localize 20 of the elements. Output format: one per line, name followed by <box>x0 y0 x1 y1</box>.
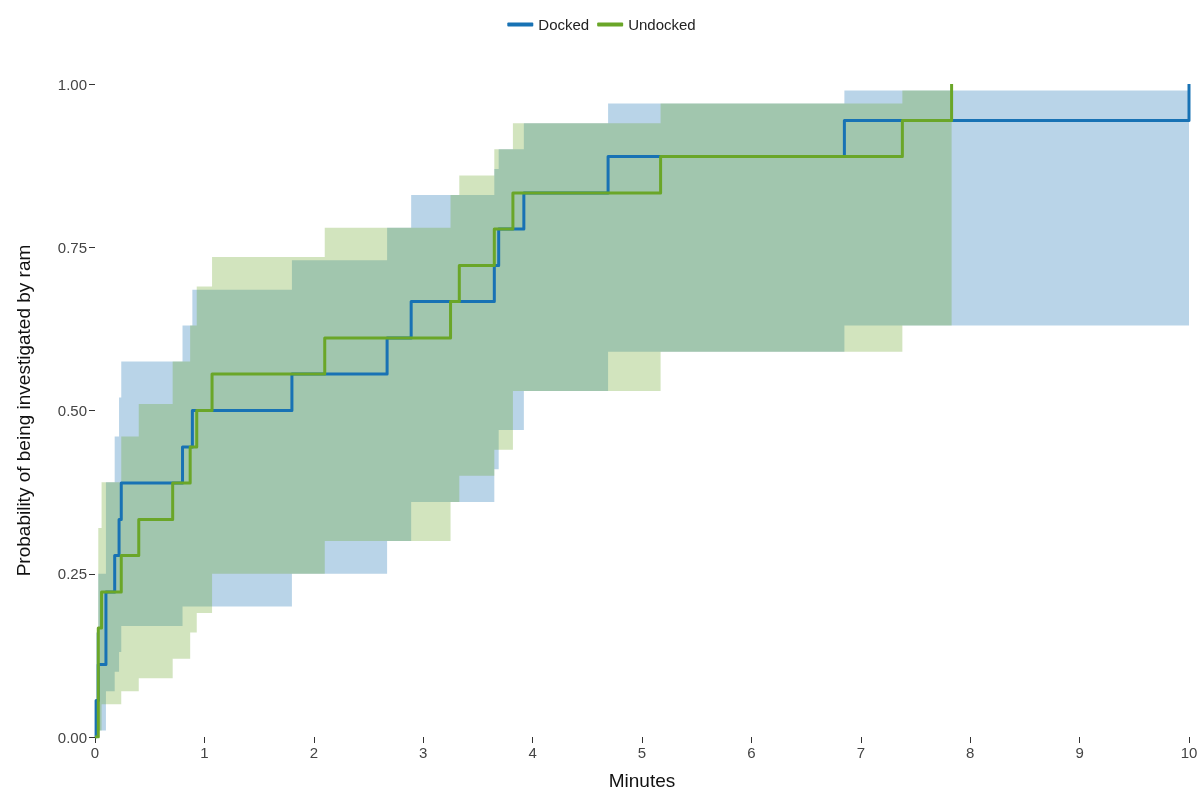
x-tick-label: 5 <box>637 744 647 761</box>
x-tick-label: 0 <box>90 744 100 761</box>
y-tick-label: 0.50 <box>57 402 87 419</box>
x-tick-label: 8 <box>966 744 975 761</box>
y-tick-label: 0.75 <box>57 238 87 256</box>
x-axis-title: Minutes <box>608 770 676 791</box>
x-tick-label: 2 <box>309 744 318 761</box>
legend-label: Undocked <box>628 16 696 33</box>
y-tick-label: 1.00 <box>57 75 87 93</box>
x-tick-label: 10 <box>1180 744 1198 761</box>
y-axis-title: Probability of being investigated by ram <box>13 244 34 577</box>
y-tick-label: 0.25 <box>57 565 87 583</box>
x-tick-label: 3 <box>419 744 428 761</box>
x-tick-label: 6 <box>747 744 756 761</box>
y-tick-label: 0.00 <box>57 728 87 746</box>
x-tick-label: 9 <box>1075 744 1084 761</box>
x-tick-label: 7 <box>856 744 865 761</box>
x-tick-label: 1 <box>200 744 209 761</box>
x-tick-label: 4 <box>528 744 537 761</box>
legend-label: Docked <box>538 16 590 33</box>
